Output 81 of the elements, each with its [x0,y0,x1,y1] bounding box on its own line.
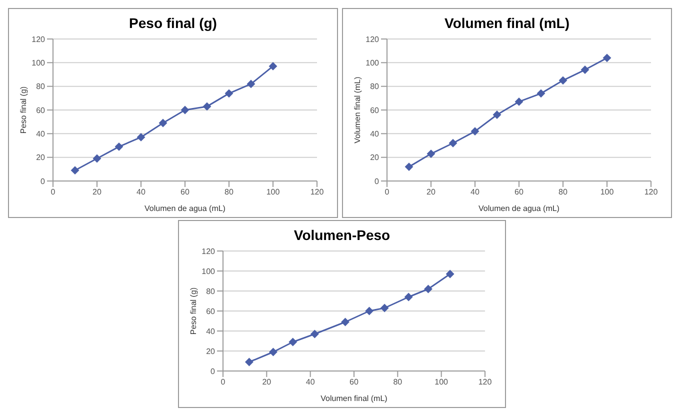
point [310,330,319,338]
y-tick-label: 120 [202,246,216,256]
point [269,348,278,356]
y-tick-label: 20 [206,346,216,356]
y-tick-label: 0 [374,176,380,186]
point [380,304,389,312]
point [537,89,545,98]
y-axis-title: Peso final (g) [188,287,198,335]
x-tick-label: 0 [384,188,390,197]
y-tick-label: 120 [32,34,46,44]
point [404,293,413,301]
x-tick-label: 60 [350,378,359,387]
y-tick-label: 100 [32,58,46,68]
y-tick-label: 40 [370,130,380,139]
y-tick-label: 100 [366,58,380,68]
x-tick-label: 100 [266,188,280,197]
point [365,307,374,315]
x-tick-label: 80 [393,378,403,387]
point [424,285,432,293]
x-tick-label: 40 [470,188,480,197]
chart-title: Volumen final (mL) [444,15,570,33]
chart-title: Volumen-Peso [292,227,392,245]
x-tick-label: 0 [50,188,56,197]
x-axis-title: Volumen de agua (mL) [478,204,560,213]
x-tick-label: 120 [644,188,658,197]
point [603,54,611,62]
point [493,110,501,119]
point [269,62,277,70]
y-tick-label: 20 [370,153,380,162]
y-tick-label: 40 [36,130,46,139]
y-tick-label: 0 [210,366,216,376]
x-axis-title: Volumen final (mL) [320,394,388,403]
point [405,162,413,171]
point [449,139,457,148]
x-tick-label: 120 [478,378,492,387]
x-tick-label: 20 [426,188,436,197]
x-tick-label: 20 [262,378,272,387]
point [581,66,589,74]
y-tick-label: 60 [370,106,380,115]
point [446,270,454,278]
y-tick-label: 100 [202,266,216,276]
chart-title: Peso final (g) [128,15,218,33]
y-axis-title: Peso final (g) [18,86,28,134]
y-tick-label: 40 [206,326,216,336]
point [203,102,211,110]
x-tick-label: 40 [136,188,146,197]
x-tick-label: 80 [558,188,568,197]
point [341,318,350,326]
x-tick-label: 60 [514,188,524,197]
point [247,80,255,88]
y-tick-label: 80 [370,82,380,92]
y-tick-label: 20 [36,153,46,162]
y-tick-label: 80 [206,286,216,296]
y-tick-label: 60 [36,106,46,115]
point [515,98,523,106]
x-tick-label: 100 [434,378,449,387]
x-tick-label: 80 [224,188,234,197]
y-tick-label: 120 [366,34,380,44]
point [181,106,189,114]
y-axis-title: Volumen final (mL) [352,76,362,144]
point [288,338,297,346]
x-tick-label: 60 [180,188,190,197]
y-tick-label: 0 [40,176,46,186]
x-tick-label: 20 [92,188,102,197]
x-tick-label: 100 [600,188,614,197]
x-axis-title: Volumen de agua (mL) [144,204,226,213]
point [225,89,233,98]
point [71,166,79,174]
point [245,358,254,366]
point [427,150,435,158]
y-tick-label: 80 [36,82,46,92]
point [137,133,145,142]
y-tick-label: 60 [206,306,216,316]
point [559,76,567,84]
point [159,119,167,128]
point [93,154,101,163]
point [471,127,479,136]
x-tick-label: 120 [310,188,324,197]
x-tick-label: 0 [220,378,226,387]
point [115,142,123,151]
x-tick-label: 40 [306,378,316,387]
